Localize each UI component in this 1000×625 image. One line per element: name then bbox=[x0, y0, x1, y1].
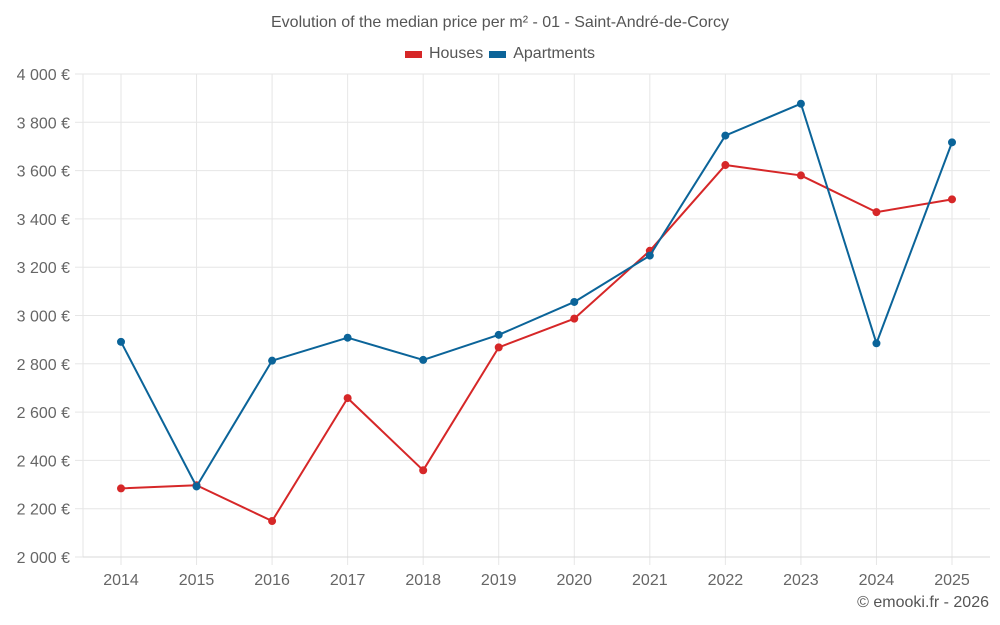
houses-data-point[interactable] bbox=[117, 484, 125, 493]
apartments-data-point[interactable] bbox=[268, 356, 277, 365]
chart-title: Evolution of the median price per m² - 0… bbox=[271, 14, 729, 31]
houses-data-point[interactable] bbox=[343, 394, 352, 403]
houses-data-point[interactable] bbox=[268, 517, 277, 526]
apartments-data-point[interactable] bbox=[343, 333, 352, 342]
x-tick-label: 2015 bbox=[179, 572, 215, 589]
apartments-data-point[interactable] bbox=[192, 482, 201, 491]
houses-data-point[interactable] bbox=[570, 314, 579, 323]
credit: © emooki.fr - 2026 bbox=[857, 594, 989, 611]
y-tick-label: 2 200 € bbox=[17, 502, 70, 519]
houses-data-point[interactable] bbox=[419, 466, 428, 475]
x-tick-label: 2017 bbox=[330, 572, 366, 589]
houses-data-point[interactable] bbox=[948, 195, 956, 204]
apartments-data-point[interactable] bbox=[872, 339, 881, 348]
y-tick-label: 2 400 € bbox=[17, 453, 70, 470]
y-tick-label: 2 600 € bbox=[17, 405, 70, 422]
houses-data-point[interactable] bbox=[721, 161, 730, 170]
apartments-data-point[interactable] bbox=[721, 131, 730, 140]
apartments-data-point[interactable] bbox=[570, 297, 579, 306]
x-tick-label: 2020 bbox=[556, 572, 592, 589]
x-tick-label: 2021 bbox=[632, 572, 668, 589]
y-tick-label: 3 400 € bbox=[17, 212, 70, 229]
y-tick-label: 3 800 € bbox=[17, 115, 70, 132]
x-tick-label: 2024 bbox=[859, 572, 895, 589]
y-tick-label: 3 000 € bbox=[17, 309, 70, 326]
apartments-data-point[interactable] bbox=[948, 138, 956, 147]
apartments-series-line bbox=[120, 102, 953, 488]
legend: Houses Apartments bbox=[0, 45, 1000, 63]
legend-item-houses[interactable]: Houses bbox=[404, 45, 484, 63]
houses-series-line bbox=[120, 164, 953, 523]
legend-item-apartments[interactable]: Apartments bbox=[489, 45, 595, 63]
houses-data-point[interactable] bbox=[796, 171, 805, 180]
x-tick-label: 2025 bbox=[934, 572, 970, 589]
apartments-data-point[interactable] bbox=[796, 99, 805, 108]
x-tick-label: 2018 bbox=[405, 572, 441, 589]
apartments-data-point[interactable] bbox=[494, 330, 503, 339]
apartments-swatch bbox=[489, 50, 507, 58]
legend-label-apartments: Apartments bbox=[513, 45, 596, 62]
houses-swatch bbox=[404, 50, 422, 58]
houses-data-point[interactable] bbox=[494, 343, 503, 352]
y-tick-label: 3 200 € bbox=[17, 260, 70, 277]
x-tick-label: 2014 bbox=[103, 572, 139, 589]
x-tick-label: 2019 bbox=[481, 572, 517, 589]
y-tick-label: 4 000 € bbox=[17, 67, 70, 84]
x-tick-label: 2023 bbox=[783, 572, 819, 589]
x-tick-label: 2022 bbox=[708, 572, 744, 589]
apartments-data-point[interactable] bbox=[117, 337, 125, 346]
apartments-data-point[interactable] bbox=[645, 251, 654, 260]
y-tick-label: 2 800 € bbox=[17, 357, 70, 374]
y-tick-label: 2 000 € bbox=[17, 550, 70, 567]
y-tick-label: 3 600 € bbox=[17, 164, 70, 181]
legend-label-houses: Houses bbox=[428, 45, 484, 62]
apartments-data-point[interactable] bbox=[419, 355, 428, 364]
x-tick-label: 2016 bbox=[254, 572, 290, 589]
houses-data-point[interactable] bbox=[872, 208, 881, 217]
